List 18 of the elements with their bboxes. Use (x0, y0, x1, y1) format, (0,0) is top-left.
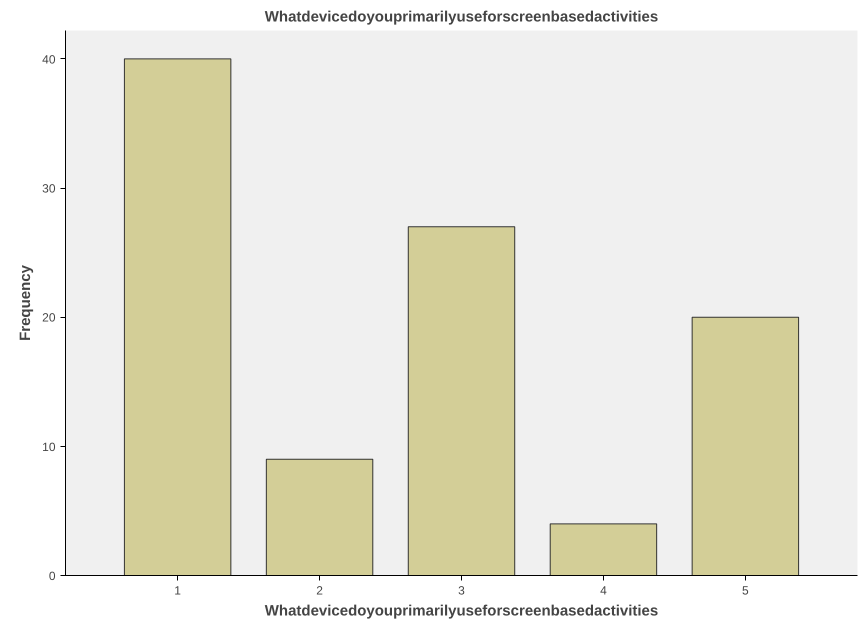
y-axis-title: Frequency (17, 264, 34, 341)
y-tick-label: 30 (42, 182, 56, 196)
y-tick-label: 40 (42, 52, 56, 66)
y-tick-label: 10 (42, 440, 56, 454)
bar (124, 58, 232, 576)
x-axis-title: Whatdevicedoyouprimarilyuseforscreenbasedactivities (264, 602, 658, 620)
bar (692, 316, 800, 576)
x-tick-label: 3 (458, 584, 466, 598)
x-tick-label: 2 (316, 584, 324, 598)
y-tick-label: 20 (42, 310, 56, 325)
bar (550, 523, 658, 576)
x-tick-label: 4 (600, 584, 608, 598)
y-tick-label: 0 (48, 569, 56, 583)
x-tick-label: 1 (174, 584, 182, 598)
x-tick-label: 5 (742, 584, 750, 598)
bar (408, 226, 516, 576)
chart-title: Whatdevicedoyouprimarilyuseforscreenbasedactivities (264, 8, 658, 26)
bar (266, 458, 374, 576)
